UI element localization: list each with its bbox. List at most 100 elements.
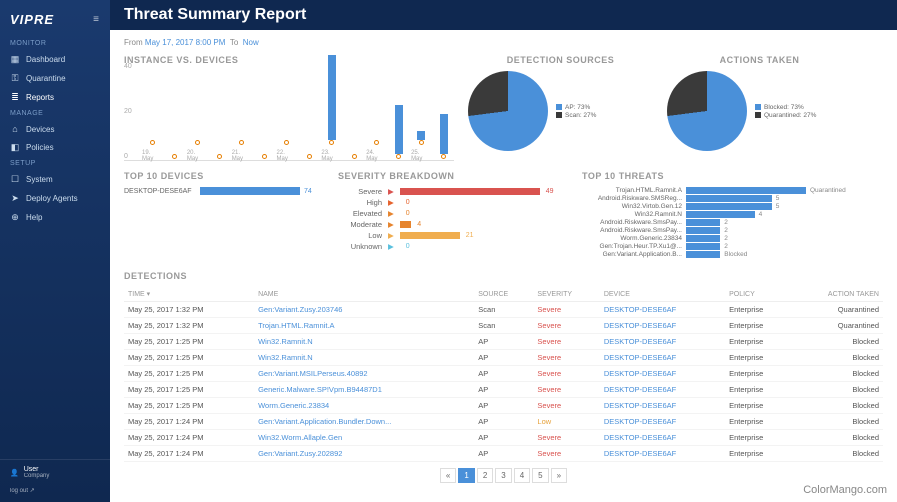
severity-row: Low▶21 xyxy=(338,231,568,240)
page-button[interactable]: 2 xyxy=(477,468,493,483)
severity-row: Unknown▶0 xyxy=(338,242,568,251)
line-dot xyxy=(195,140,200,145)
nav-icon: ⊕ xyxy=(10,212,20,223)
device-link[interactable]: DESKTOP-DESE6AF xyxy=(600,318,725,334)
brand-logo: VIPRE ≡ xyxy=(0,8,110,37)
device-link[interactable]: DESKTOP-DESE6AF xyxy=(600,398,725,414)
threat-link[interactable]: Gen:Variant.Application.Bundler.Down... xyxy=(254,414,474,430)
bar xyxy=(417,131,425,140)
sidebar-item-quarantine[interactable]: ⚿Quarantine xyxy=(0,69,110,88)
nav-icon: ☐ xyxy=(10,174,20,185)
device-link[interactable]: DESKTOP-DESE6AF xyxy=(600,350,725,366)
bar xyxy=(395,105,403,155)
page-button[interactable]: 3 xyxy=(495,468,511,483)
line-dot xyxy=(352,154,357,159)
page-title: Threat Summary Report xyxy=(110,0,897,30)
device-row: DESKTOP-DESE6AF74 xyxy=(124,187,324,195)
column-header[interactable]: ACTION TAKEN xyxy=(791,287,883,302)
user-block[interactable]: 👤 User Company xyxy=(0,459,110,485)
column-header[interactable]: TIME ▾ xyxy=(124,287,254,302)
line-dot xyxy=(374,140,379,145)
legend-item: Scan: 27% xyxy=(556,112,596,119)
threat-link[interactable]: Trojan.HTML.Ramnit.A xyxy=(254,318,474,334)
pie-detection-sources xyxy=(468,71,548,151)
sidebar-item-dashboard[interactable]: ▦Dashboard xyxy=(0,50,110,69)
logout-link[interactable]: log out ↗ xyxy=(0,487,110,494)
line-dot xyxy=(329,140,334,145)
threat-row: Win32.Virtob.Gen.125 xyxy=(582,203,883,210)
column-header[interactable]: NAME xyxy=(254,287,474,302)
sidebar-item-deploy[interactable]: ➤Deploy Agents xyxy=(0,189,110,208)
table-row: May 25, 2017 1:25 PMWin32.Ramnit.NAPSeve… xyxy=(124,350,883,366)
hamburger-icon[interactable]: ≡ xyxy=(93,14,100,25)
threat-link[interactable]: Generic.Malware.SP!Vpm.B94487D1 xyxy=(254,382,474,398)
threat-link[interactable]: Win32.Ramnit.N xyxy=(254,350,474,366)
threat-link[interactable]: Gen:Variant.Zusy.203746 xyxy=(254,302,474,318)
device-link[interactable]: DESKTOP-DESE6AF xyxy=(600,382,725,398)
sidebar: VIPRE ≡ MONITOR▦Dashboard⚿Quarantine≣Rep… xyxy=(0,0,110,502)
threat-link[interactable]: Win32.Ramnit.N xyxy=(254,334,474,350)
threat-link[interactable]: Gen:Variant.MSILPerseus.40892 xyxy=(254,366,474,382)
detections-panel: DETECTIONS TIME ▾NAMESOURCESEVERITYDEVIC… xyxy=(124,271,883,483)
sidebar-item-reports[interactable]: ≣Reports xyxy=(0,88,110,107)
user-name: User xyxy=(24,466,50,473)
brand-text: VIPRE xyxy=(10,12,54,27)
table-row: May 25, 2017 1:25 PMGen:Variant.MSILPers… xyxy=(124,366,883,382)
threat-link[interactable]: Gen:Variant.Zusy.202892 xyxy=(254,446,474,462)
table-row: May 25, 2017 1:25 PMWin32.Ramnit.NAPSeve… xyxy=(124,334,883,350)
threat-row: Android.Riskware.SMSReg...5 xyxy=(582,195,883,202)
legend-item: Blocked: 73% xyxy=(755,104,816,111)
threat-row: Gen:Trojan.Heur.TP.Xu1@...2 xyxy=(582,243,883,250)
line-dot xyxy=(217,154,222,159)
column-header[interactable]: SOURCE xyxy=(474,287,533,302)
page-button[interactable]: » xyxy=(551,468,567,483)
column-header[interactable]: SEVERITY xyxy=(533,287,599,302)
nav-label: Reports xyxy=(26,93,54,102)
nav-label: Devices xyxy=(26,125,54,134)
line-dot xyxy=(150,140,155,145)
sidebar-item-policies[interactable]: ◧Policies xyxy=(0,138,110,157)
device-link[interactable]: DESKTOP-DESE6AF xyxy=(600,334,725,350)
device-link[interactable]: DESKTOP-DESE6AF xyxy=(600,366,725,382)
legend-item: Quarantined: 27% xyxy=(755,112,816,119)
column-header[interactable]: DEVICE xyxy=(600,287,725,302)
top-threats-panel: TOP 10 THREATS Trojan.HTML.Ramnit.AQuara… xyxy=(582,171,883,259)
sidebar-item-devices[interactable]: ⌂Devices xyxy=(0,120,110,138)
date-range: From May 17, 2017 8:00 PM To Now xyxy=(124,38,883,47)
page-button[interactable]: « xyxy=(440,468,456,483)
page-button[interactable]: 4 xyxy=(514,468,530,483)
sidebar-item-system[interactable]: ☐ System xyxy=(0,170,110,189)
pie-actions-taken xyxy=(667,71,747,151)
actions-taken-panel: ACTIONS TAKEN Blocked: 73%Quarantined: 2… xyxy=(667,55,852,161)
table-row: May 25, 2017 1:24 PMGen:Variant.Zusy.202… xyxy=(124,446,883,462)
severity-row: Severe▶49 xyxy=(338,187,568,196)
device-link[interactable]: DESKTOP-DESE6AF xyxy=(600,302,725,318)
column-header[interactable]: POLICY xyxy=(725,287,791,302)
threat-row: Android.Riskware.SmsPay...2 xyxy=(582,227,883,234)
severity-row: Moderate▶4 xyxy=(338,220,568,229)
date-from[interactable]: May 17, 2017 8:00 PM xyxy=(145,38,226,47)
severity-row: Elevated▶0 xyxy=(338,209,568,218)
bar xyxy=(328,55,336,141)
threat-link[interactable]: Worm.Generic.23834 xyxy=(254,398,474,414)
nav-icon: ⚿ xyxy=(10,73,20,84)
bar xyxy=(440,114,448,155)
threat-link[interactable]: Win32.Worm.Allaple.Gen xyxy=(254,430,474,446)
device-link[interactable]: DESKTOP-DESE6AF xyxy=(600,446,725,462)
device-link[interactable]: DESKTOP-DESE6AF xyxy=(600,430,725,446)
line-dot xyxy=(441,154,446,159)
line-dot xyxy=(419,140,424,145)
device-link[interactable]: DESKTOP-DESE6AF xyxy=(600,414,725,430)
table-row: May 25, 2017 1:32 PMTrojan.HTML.Ramnit.A… xyxy=(124,318,883,334)
sidebar-item-help[interactable]: ⊕Help xyxy=(0,208,110,227)
date-to[interactable]: Now xyxy=(243,38,259,47)
line-dot xyxy=(396,154,401,159)
table-row: May 25, 2017 1:25 PMGeneric.Malware.SP!V… xyxy=(124,382,883,398)
severity-row: High▶0 xyxy=(338,198,568,207)
line-dot xyxy=(239,140,244,145)
nav-label: System xyxy=(26,175,53,184)
page-button[interactable]: 5 xyxy=(532,468,548,483)
section-label: MONITOR xyxy=(0,37,110,50)
top-devices-panel: TOP 10 DEVICES DESKTOP-DESE6AF74 xyxy=(124,171,324,259)
page-button[interactable]: 1 xyxy=(458,468,474,483)
